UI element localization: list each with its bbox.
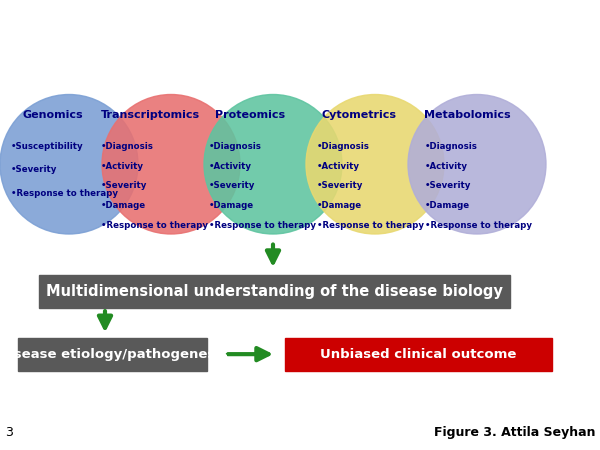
Ellipse shape	[0, 94, 138, 234]
Text: •Severity: •Severity	[11, 165, 57, 174]
FancyBboxPatch shape	[39, 274, 510, 308]
Text: Metabolomics: Metabolomics	[424, 110, 511, 120]
Ellipse shape	[102, 94, 240, 234]
Text: •Severity: •Severity	[317, 181, 363, 190]
Text: •Damage: •Damage	[209, 201, 254, 210]
Text: •Severity: •Severity	[101, 181, 147, 190]
Text: Genomics: Genomics	[23, 110, 83, 120]
Text: •Activity: •Activity	[425, 162, 468, 171]
Text: Unbiased clinical outcome: Unbiased clinical outcome	[320, 348, 517, 361]
Ellipse shape	[408, 94, 546, 234]
Text: 3: 3	[5, 426, 13, 439]
Text: •Response to therapy: •Response to therapy	[101, 221, 208, 230]
Text: Transcriptomics: Transcriptomics	[101, 110, 200, 120]
Text: Cytometrics: Cytometrics	[321, 110, 396, 120]
Text: •Diagnosis: •Diagnosis	[425, 142, 478, 151]
Text: •Response to therapy: •Response to therapy	[317, 221, 424, 230]
Ellipse shape	[204, 94, 342, 234]
Text: Disease etiology/pathogenesis: Disease etiology/pathogenesis	[0, 348, 227, 361]
Ellipse shape	[306, 94, 444, 234]
FancyBboxPatch shape	[18, 338, 207, 371]
Text: •Severity: •Severity	[425, 181, 471, 190]
Text: Figure 3. Attila Seyhan: Figure 3. Attila Seyhan	[434, 426, 595, 439]
Text: •Activity: •Activity	[317, 162, 360, 171]
Text: •Response to therapy: •Response to therapy	[209, 221, 316, 230]
Text: •Diagnosis: •Diagnosis	[101, 142, 154, 151]
Text: •Diagnosis: •Diagnosis	[209, 142, 262, 151]
Text: Proteomics: Proteomics	[215, 110, 285, 120]
Text: •Activity: •Activity	[101, 162, 144, 171]
Text: •Diagnosis: •Diagnosis	[317, 142, 370, 151]
Text: •Damage: •Damage	[317, 201, 362, 210]
Text: •Activity: •Activity	[209, 162, 252, 171]
Text: •Response to therapy: •Response to therapy	[11, 189, 118, 198]
Text: Multidimensional understanding of the disease biology: Multidimensional understanding of the di…	[46, 284, 503, 299]
FancyBboxPatch shape	[285, 338, 552, 371]
Text: •Response to therapy: •Response to therapy	[425, 221, 532, 230]
Text: •Damage: •Damage	[425, 201, 470, 210]
Text: •Severity: •Severity	[209, 181, 255, 190]
Text: •Damage: •Damage	[101, 201, 146, 210]
Text: •Susceptibility: •Susceptibility	[11, 142, 83, 151]
